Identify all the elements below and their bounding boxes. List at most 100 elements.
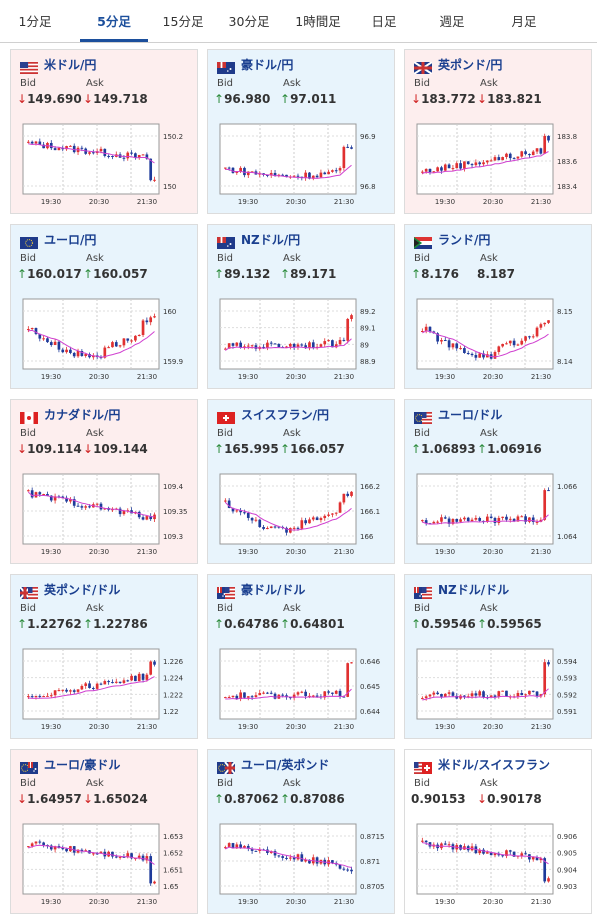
candle-body bbox=[269, 172, 273, 176]
candle-body bbox=[69, 690, 72, 692]
currency-pair-name[interactable]: ランド/円 bbox=[438, 233, 491, 247]
candle-body bbox=[455, 518, 459, 522]
nz-flag-icon bbox=[217, 234, 235, 249]
candle-body bbox=[27, 141, 30, 143]
candle-body bbox=[547, 662, 550, 665]
rate-card[interactable]: カナダドル/円 Bid Ask ↓109.114 ↓109.144 109.4 1… bbox=[10, 399, 198, 564]
candle-body bbox=[436, 521, 439, 523]
tab-6[interactable]: 週足 bbox=[439, 14, 465, 29]
y-tick-label: 166.2 bbox=[360, 483, 380, 491]
tab-1[interactable]: 5分足 bbox=[80, 0, 148, 42]
candle-body bbox=[235, 510, 239, 512]
currency-pair-name[interactable]: カナダドル/円 bbox=[44, 408, 121, 422]
currency-pair-name[interactable]: 英ポンド/円 bbox=[438, 58, 503, 72]
candle-body bbox=[130, 152, 133, 154]
tab-7[interactable]: 月足 bbox=[511, 14, 537, 29]
rate-card[interactable]: NZドル/円 Bid Ask ↑89.132 ↑89.171 89.2 89.1 8… bbox=[207, 224, 395, 389]
candle-body bbox=[319, 518, 323, 521]
currency-pair-name[interactable]: 豪ドル/円 bbox=[241, 58, 294, 72]
ask-number: 89.171 bbox=[290, 267, 337, 281]
ask-label: Ask bbox=[86, 603, 104, 614]
candle-body bbox=[235, 695, 239, 700]
candle-body bbox=[455, 343, 459, 349]
rate-card[interactable]: ランド/円 Bid Ask ↑8.176 8.187 8.15 8.14 19:30… bbox=[404, 224, 592, 389]
tab-4[interactable]: 1時間足 bbox=[295, 14, 341, 29]
candle-body bbox=[92, 853, 95, 855]
candle-body bbox=[46, 695, 49, 697]
candle-body bbox=[76, 505, 80, 507]
candle-body bbox=[114, 856, 118, 858]
candle-body bbox=[65, 349, 68, 353]
candle-body bbox=[27, 329, 30, 331]
currency-pair-name[interactable]: 米ドル/スイスフラン bbox=[438, 758, 551, 772]
rate-card[interactable]: ユーロ/円 Bid Ask ↑160.017 ↑160.057 160 159.9… bbox=[10, 224, 198, 389]
y-tick-label: 1.22 bbox=[163, 708, 179, 716]
candle-body bbox=[76, 351, 80, 357]
bid-label: Bid bbox=[20, 78, 36, 89]
candle-body bbox=[69, 349, 72, 353]
candle-body bbox=[319, 172, 323, 178]
mini-candlestick-chart: 150.2 150 19:30 20:30 21:30 bbox=[22, 123, 183, 206]
candle-body bbox=[486, 516, 489, 522]
x-tick-label: 20:30 bbox=[483, 898, 503, 906]
rate-card[interactable]: NZドル/ドル Bid Ask ↑0.59546 ↑0.59565 0.594 0… bbox=[404, 574, 592, 739]
candle-body bbox=[153, 514, 156, 520]
candle-body bbox=[126, 152, 130, 159]
rate-card[interactable]: 英ポンド/ドル Bid Ask ↑1.22762 ↑1.22786 1.226 1… bbox=[10, 574, 198, 739]
currency-pair-name[interactable]: ユーロ/豪ドル bbox=[44, 758, 121, 772]
candle-body bbox=[459, 348, 462, 350]
candle-body bbox=[292, 694, 296, 698]
mini-candlestick-chart: 8.15 8.14 19:30 20:30 21:30 bbox=[416, 298, 573, 381]
y-tick-label: 1.653 bbox=[163, 833, 183, 841]
currency-pair-name[interactable]: スイスフラン/円 bbox=[241, 408, 330, 422]
up-arrow-icon: ↑ bbox=[280, 617, 291, 631]
x-tick-label: 19:30 bbox=[435, 898, 455, 906]
candle-body bbox=[262, 527, 265, 529]
candle-body bbox=[269, 692, 273, 694]
currency-pair-name[interactable]: ユーロ/英ポンド bbox=[241, 758, 330, 772]
rate-card[interactable]: スイスフラン/円 Bid Ask ↑165.995 ↑166.057 166.2… bbox=[207, 399, 395, 564]
rate-card[interactable]: ユーロ/豪ドル Bid Ask ↓1.64957 ↓1.65024 1.653 1… bbox=[10, 749, 198, 914]
candle-body bbox=[72, 690, 76, 692]
rate-card[interactable]: 英ポンド/円 Bid Ask ↓183.772 ↓183.821 183.8 18… bbox=[404, 49, 592, 214]
tab-5[interactable]: 日足 bbox=[371, 14, 397, 29]
currency-pair-name[interactable]: 豪ドル/ドル bbox=[241, 583, 306, 597]
candle-body bbox=[88, 354, 91, 358]
candle-body bbox=[254, 850, 258, 852]
ask-number: 0.59565 bbox=[487, 617, 542, 631]
mini-candlestick-chart: 0.906 0.905 0.904 0.903 19:30 20:30 21:30 bbox=[416, 823, 578, 906]
rate-card[interactable]: 豪ドル/円 Bid Ask ↑96.980 ↑97.011 96.9 96.8 19… bbox=[207, 49, 395, 214]
currency-pair-name[interactable]: 英ポンド/ドル bbox=[44, 583, 121, 597]
bid-value: ↑89.132 bbox=[214, 267, 270, 281]
tab-2[interactable]: 15分足 bbox=[162, 14, 204, 29]
rate-card[interactable]: ユーロ/英ポンド Bid Ask ↑0.87062 ↑0.87086 0.871… bbox=[207, 749, 395, 914]
ask-value: ↑97.011 bbox=[280, 92, 336, 106]
up-arrow-icon: ↑ bbox=[280, 267, 291, 281]
currency-pair-name[interactable]: NZドル/円 bbox=[241, 233, 301, 247]
candle-body bbox=[227, 843, 231, 848]
bid-label: Bid bbox=[414, 253, 430, 264]
currency-pair-name[interactable]: ユーロ/ドル bbox=[438, 408, 503, 422]
rate-card[interactable]: ユーロ/ドル Bid Ask ↑1.06893 ↑1.06916 1.066 1.… bbox=[404, 399, 592, 564]
tab-0[interactable]: 1分足 bbox=[18, 14, 52, 29]
candle-body bbox=[277, 526, 281, 528]
x-tick-label: 19:30 bbox=[435, 548, 455, 556]
candle-body bbox=[285, 857, 288, 859]
candle-body bbox=[440, 517, 443, 522]
rate-card[interactable]: 米ドル/円 Bid Ask ↓149.690 ↓149.718 150.2 150… bbox=[10, 49, 198, 214]
tab-3[interactable]: 30分足 bbox=[228, 14, 270, 29]
currency-pair-name[interactable]: ユーロ/円 bbox=[44, 233, 97, 247]
currency-pair-name[interactable]: 米ドル/円 bbox=[44, 58, 97, 72]
candle-body bbox=[289, 857, 292, 859]
rate-card[interactable]: 米ドル/スイスフラン Bid Ask 0.90153 ↓0.90178 0.90… bbox=[404, 749, 592, 914]
candle-body bbox=[501, 343, 504, 347]
candle-body bbox=[231, 343, 235, 346]
candle-body bbox=[80, 506, 84, 508]
candle-body bbox=[520, 516, 524, 518]
candle-body bbox=[250, 517, 254, 521]
candle-body bbox=[531, 517, 535, 522]
rate-card[interactable]: 豪ドル/ドル Bid Ask ↑0.64786 ↑0.64801 0.646 0.… bbox=[207, 574, 395, 739]
currency-pair-name[interactable]: NZドル/ドル bbox=[438, 583, 510, 597]
x-tick-label: 19:30 bbox=[41, 198, 61, 206]
candle-body bbox=[531, 151, 535, 156]
